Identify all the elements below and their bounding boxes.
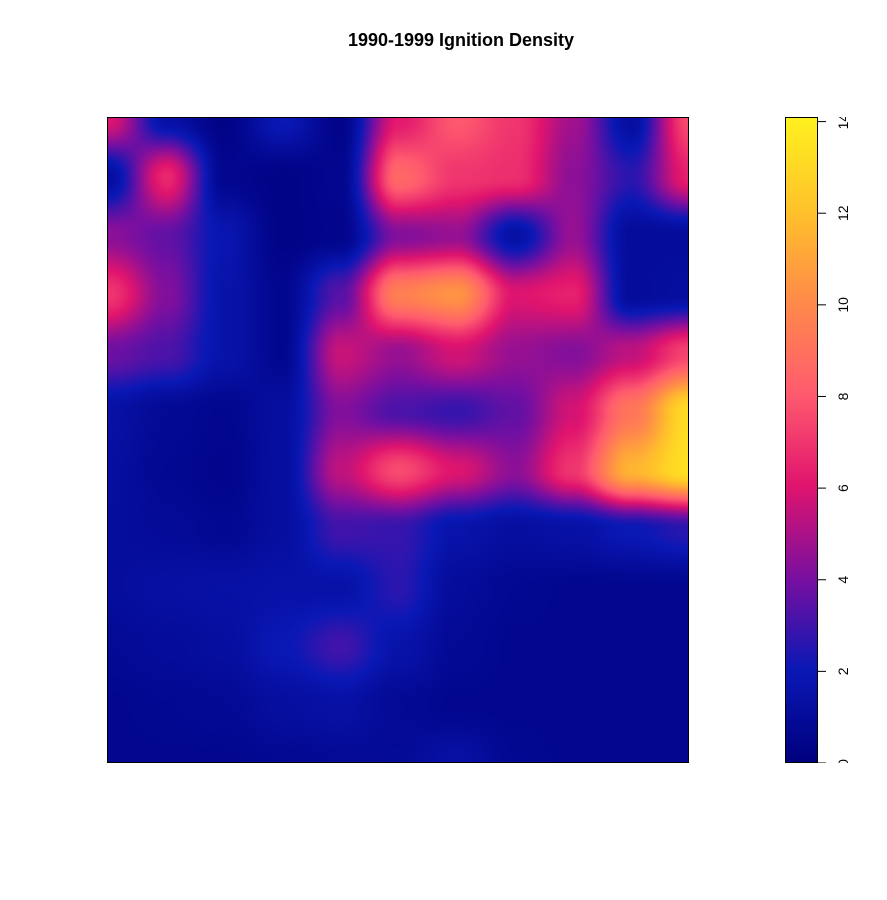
colorbar-tick-label: 8 bbox=[835, 392, 851, 400]
colorbar-tick-label: 4 bbox=[835, 576, 851, 584]
colorbar-tick-label: 0 bbox=[835, 759, 851, 763]
colorbar-tick-label: 2 bbox=[835, 667, 851, 675]
chart-title: 1990-1999 Ignition Density bbox=[347, 30, 575, 50]
colorbar-axis: 0 2 4 6 8 10 12 14 bbox=[818, 117, 851, 763]
colorbar-tick-label: 6 bbox=[835, 484, 851, 492]
colorbar-tick-label: 10 bbox=[835, 297, 851, 313]
colorbar-tick-label: 12 bbox=[835, 205, 851, 221]
density-raster bbox=[108, 118, 688, 762]
colorbar-gradient bbox=[786, 118, 817, 762]
colorbar-tick-label: 14 bbox=[835, 117, 851, 129]
heatmap-plot-area bbox=[107, 117, 689, 763]
colorbar bbox=[785, 117, 818, 763]
